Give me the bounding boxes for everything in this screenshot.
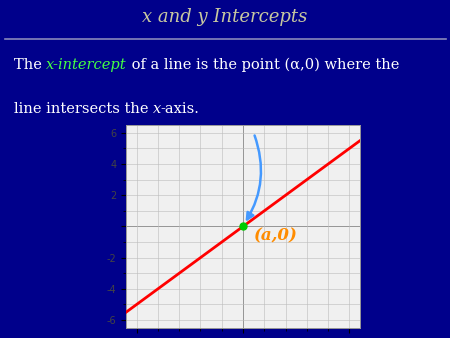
- Text: x-intercept: x-intercept: [46, 58, 126, 72]
- Text: x and y Intercepts: x and y Intercepts: [142, 8, 308, 26]
- Text: line intersects the: line intersects the: [14, 102, 153, 116]
- Text: The: The: [14, 58, 46, 72]
- Text: -axis.: -axis.: [161, 102, 200, 116]
- Text: (a,0): (a,0): [254, 227, 297, 244]
- Text: x: x: [153, 102, 161, 116]
- Text: of a line is the point (α,0) where the: of a line is the point (α,0) where the: [126, 58, 399, 72]
